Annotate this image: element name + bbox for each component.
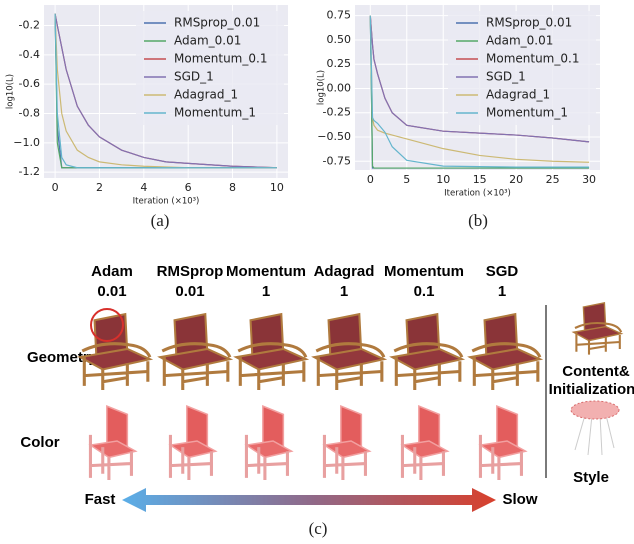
chart: -0.75 −0.50 -0.25 0.00 0.25 0.50 0.75 0 5 10 15 20 2… [317, 5, 600, 199]
row-label: Geometry [27, 349, 98, 366]
column-header: Adagrad [314, 263, 375, 280]
chart: -1.2 −1.0 -0.8 -0.6 -0.4 -0.2 0 2 4 6 8 10 Iteration… [6, 5, 288, 207]
y-tick-label: −0.50 [317, 130, 351, 143]
reference-label: Style [573, 469, 609, 486]
y-tick-label: -0.8 [19, 106, 40, 119]
y-tick-label: -0.75 [323, 154, 351, 167]
x-tick-label: 8 [229, 181, 236, 194]
x-axis-label: Iteration (×10³) [133, 197, 200, 207]
chair-grid [78, 301, 623, 482]
x-tick-label: 4 [140, 181, 147, 194]
column-header: 1 [262, 283, 270, 300]
legend-label: SGD_1 [486, 70, 526, 84]
legend-label: Adam_0.01 [174, 34, 241, 48]
x-tick-label: 30 [582, 173, 596, 186]
reference-label: Initialization [549, 381, 634, 398]
line [54, 13, 277, 169]
column-header: 0.1 [414, 283, 435, 300]
caption: (a) [151, 211, 170, 230]
x-tick-label: 10 [436, 173, 450, 186]
column-header: RMSprop [157, 263, 224, 280]
legend-label: Momentum_1 [174, 106, 256, 120]
row-label: Color [20, 434, 59, 451]
line [369, 15, 590, 143]
speed-label: Fast [85, 491, 116, 508]
legend-label: RMSprop_0.01 [486, 16, 572, 30]
y-tick-label: −1.0 [13, 136, 40, 149]
legend-label: SGD_1 [174, 70, 214, 84]
x-tick-label: 0 [52, 181, 59, 194]
column-header: 0.01 [175, 283, 204, 300]
legend-label: Adam_0.01 [486, 34, 553, 48]
line [369, 15, 590, 163]
legend-box [136, 11, 284, 125]
x-tick-label: 2 [96, 181, 103, 194]
legend-label: Momentum_1 [486, 106, 568, 120]
column-header: 1 [340, 283, 348, 300]
x-tick-label: 15 [473, 173, 487, 186]
y-tick-label: -0.2 [19, 19, 40, 32]
legend-label: Adagrad_1 [174, 88, 238, 102]
reference-label: Content& [562, 363, 630, 380]
y-tick-label: -0.4 [19, 48, 40, 61]
y-tick-label: -1.2 [19, 165, 40, 178]
x-tick-label: 5 [403, 173, 410, 186]
legend-label: RMSprop_0.01 [174, 16, 260, 30]
legend-label: Momentum_0.1 [486, 52, 579, 66]
y-axis-label: log10(L) [6, 74, 16, 109]
x-axis-label: Iteration (×10³) [444, 189, 511, 199]
y-axis-label: log10(L) [317, 70, 327, 105]
x-tick-label: 25 [546, 173, 560, 186]
caption: (c) [309, 519, 328, 538]
y-tick-label: 0.00 [327, 81, 352, 94]
column-header: Momentum [226, 263, 306, 280]
column-header: 0.01 [97, 283, 126, 300]
line [369, 15, 590, 169]
y-tick-label: -0.25 [323, 106, 351, 119]
x-tick-label: 10 [270, 181, 284, 194]
legend-label: Adagrad_1 [486, 88, 550, 102]
y-tick-label: 0.25 [327, 57, 352, 70]
y-tick-label: 0.75 [327, 9, 352, 22]
line [54, 13, 277, 169]
x-tick-label: 20 [509, 173, 523, 186]
legend-label: Momentum_0.1 [174, 52, 267, 66]
line [369, 15, 590, 168]
column-header: Adam [91, 263, 133, 280]
x-tick-label: 0 [367, 173, 374, 186]
x-tick-label: 6 [185, 181, 192, 194]
speed-label: Slow [502, 491, 537, 508]
caption: (b) [468, 211, 488, 230]
legend-box [448, 11, 596, 125]
y-tick-label: -0.6 [19, 77, 40, 90]
column-header: SGD [486, 263, 519, 280]
y-tick-label: 0.50 [327, 33, 352, 46]
column-header: Momentum [384, 263, 464, 280]
column-header: 1 [498, 283, 506, 300]
speed-arrow [122, 488, 496, 512]
